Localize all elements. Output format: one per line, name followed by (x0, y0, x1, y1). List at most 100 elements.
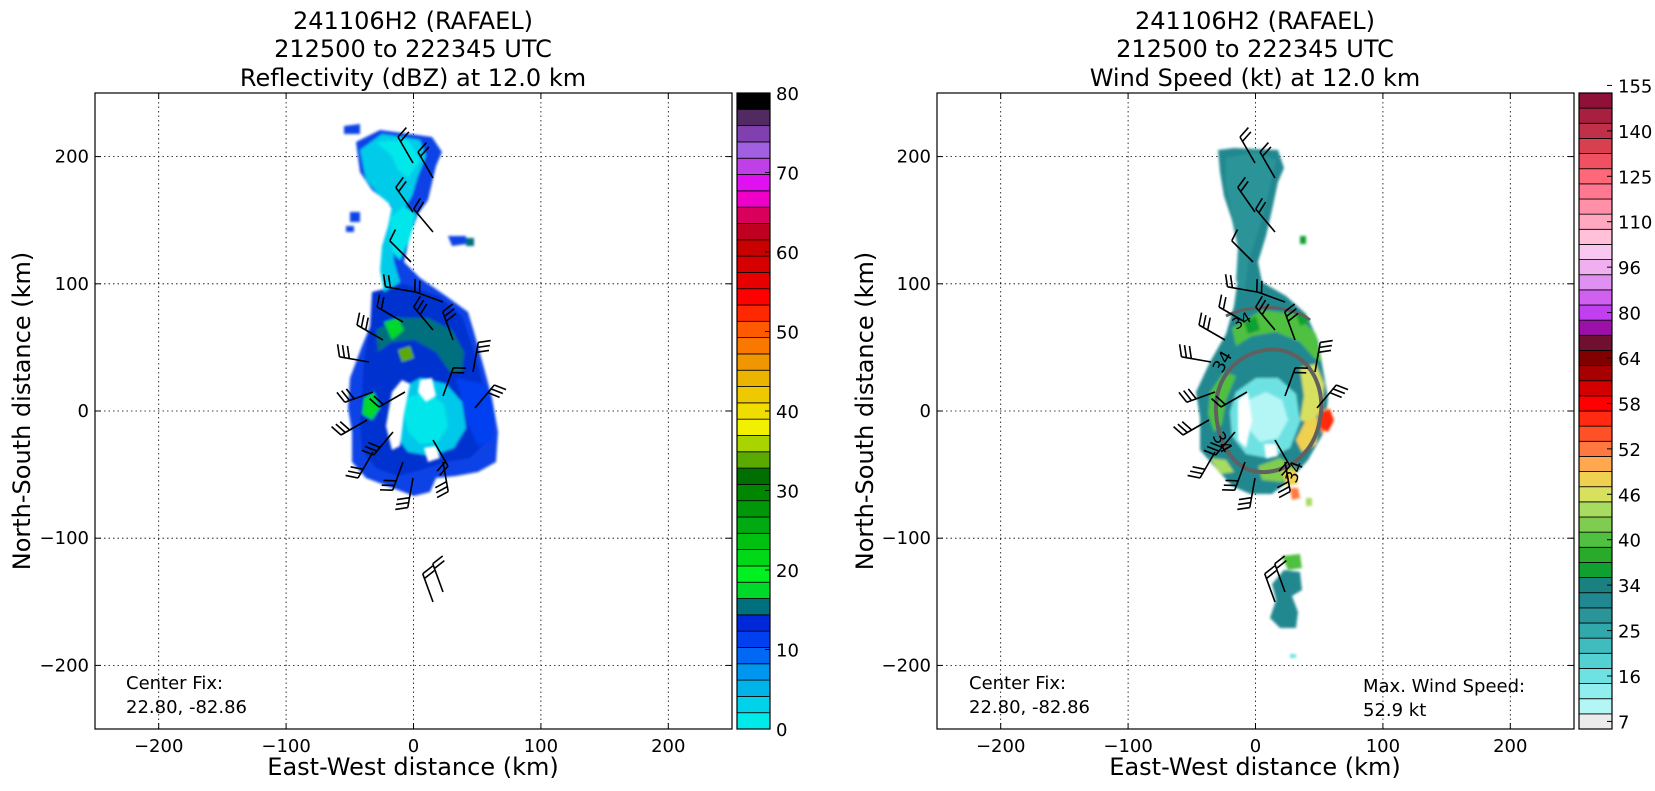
wind-wind-barb (1273, 555, 1287, 593)
reflectivity-colorbar-swatch (736, 532, 771, 551)
reflectivity-colorbar-swatch (736, 467, 771, 485)
reflectivity-wind-barb (376, 294, 404, 323)
wind-x-tick-label: 0 (1250, 736, 1261, 757)
wind-wind-barb (1239, 127, 1256, 164)
reflectivity-wind-barbs (331, 127, 507, 603)
wind-colorbar-swatch (1578, 138, 1613, 154)
reflectivity-y-tick-label: 200 (55, 147, 89, 168)
wind-wind-barb (1187, 451, 1216, 479)
reflectivity-x-tick-label: −100 (261, 736, 310, 757)
reflectivity-axis-ticks: −200 −100 0 100 200 −200 −100 0 100 200 (40, 93, 732, 757)
wind-colorbar-tick-label: 64 (1618, 349, 1641, 370)
wind-colorbar-swatch (1578, 228, 1613, 245)
reflectivity-wind-barb (395, 477, 414, 511)
reflectivity-colorbar-swatch (736, 304, 771, 322)
reflectivity-colorbar-swatch (736, 92, 771, 110)
wind-x-axis-label: East-West distance (km) (1109, 753, 1400, 781)
wind-colorbar-swatch (1578, 592, 1613, 609)
wind-colorbar-tick-label: 16 (1618, 667, 1641, 688)
reflectivity-wind-barb (345, 451, 374, 479)
reflectivity-title-line-2: 212500 to 222345 UTC (274, 35, 552, 63)
reflectivity-wind-barb (331, 419, 368, 436)
wind-colorbar-tick-label: 58 (1618, 394, 1641, 415)
wind-colorbar-swatch (1578, 501, 1613, 518)
reflectivity-colorbar-swatch (736, 337, 771, 355)
wind-title-line-3: Wind Speed (kt) at 12.0 km (1090, 64, 1421, 92)
reflectivity-colorbar-swatch (736, 369, 771, 387)
reflectivity-colorbar-swatch (736, 320, 771, 339)
wind-wind-barb (1211, 391, 1248, 408)
wind-colorbar-tick-label: 40 (1618, 531, 1641, 552)
wind-wind-barb (1231, 229, 1254, 263)
wind-x-tick-label: 200 (1493, 736, 1527, 757)
reflectivity-wind-barb (336, 344, 370, 363)
wind-wind-barb (1316, 384, 1349, 409)
reflectivity-wind-barb (380, 461, 404, 491)
reflectivity-field (344, 124, 498, 496)
wind-colorbar-tick-label: 52 (1618, 440, 1641, 461)
reflectivity-wind-barb (382, 274, 416, 293)
wind-wind-barb (1173, 419, 1210, 436)
reflectivity-wind-barb (472, 339, 491, 373)
reflectivity-wind-barb (389, 229, 412, 263)
wind-colorbar-swatch (1578, 289, 1613, 306)
wind-colorbar-tick-label: 7 (1618, 712, 1629, 733)
wind-colorbar-swatch (1578, 425, 1613, 442)
reflectivity-wind-barb (417, 142, 434, 179)
wind-wind-barb (1255, 295, 1276, 331)
wind-wind-barb (1259, 142, 1276, 179)
reflectivity-wind-barb (413, 295, 434, 331)
reflectivity-colorbar-swatch (736, 239, 771, 257)
reflectivity-colorbar-swatch (736, 712, 771, 730)
reflectivity-colorbar-swatch (736, 500, 771, 518)
reflectivity-wind-barb (474, 384, 507, 409)
reflectivity-colorbar-tick-label: 0 (776, 720, 787, 741)
wind-x-tick-label: 100 (1366, 736, 1400, 757)
wind-colorbar-swatch (1578, 562, 1613, 578)
reflectivity-colorbar-swatch (736, 451, 771, 469)
reflectivity-wind-barb (356, 312, 384, 341)
reflectivity-y-axis-label: North-South distance (km) (8, 252, 36, 571)
reflectivity-panel: 241106H2 (RAFAEL) 212500 to 222345 UTC R… (8, 7, 799, 781)
reflectivity-center-fix-label: Center Fix: (126, 673, 223, 694)
reflectivity-colorbar-swatch (736, 435, 771, 453)
reflectivity-x-tick-label: −200 (134, 736, 183, 757)
wind-colorbar-swatch (1578, 698, 1613, 715)
wind-wind-barb (1222, 461, 1246, 491)
reflectivity-title-line-1: 241106H2 (RAFAEL) (293, 7, 533, 35)
wind-y-axis-label: North-South distance (km) (851, 252, 879, 571)
reflectivity-x-tick-label: 0 (408, 736, 419, 757)
wind-colorbar-swatch (1578, 274, 1613, 291)
reflectivity-x-axis-label: East-West distance (km) (267, 753, 558, 781)
wind-wind-barb (1237, 477, 1256, 511)
wind-title-line-2: 212500 to 222345 UTC (1116, 35, 1394, 63)
wind-center-fix-label: Center Fix: (969, 673, 1066, 694)
wind-colorbar-swatch (1578, 652, 1613, 669)
reflectivity-wind-barb (434, 461, 449, 499)
wind-speed-panel: 241106H2 (RAFAEL) 212500 to 222345 UTC W… (851, 7, 1652, 781)
wind-colorbar-swatch (1578, 365, 1613, 382)
reflectivity-colorbar-swatch (736, 516, 771, 534)
max-wind-speed-label: Max. Wind Speed: (1363, 676, 1525, 697)
reflectivity-colorbar-swatch (736, 565, 771, 583)
wind-colorbar-tick-label: 155 (1618, 76, 1652, 97)
reflectivity-wind-barb (414, 279, 444, 303)
wind-y-tick-label: −200 (882, 655, 931, 676)
wind-colorbar-tick-label: 96 (1618, 258, 1641, 279)
wind-wind-barb (1237, 176, 1256, 213)
reflectivity-colorbar-swatch (736, 141, 771, 159)
reflectivity-colorbar-swatch (736, 353, 771, 371)
reflectivity-wind-barb (441, 303, 457, 341)
wind-colorbar-swatch (1578, 471, 1613, 488)
max-wind-speed-value: 52.9 kt (1363, 700, 1426, 721)
reflectivity-colorbar-swatch (736, 598, 771, 616)
reflectivity-wind-barb (397, 127, 414, 164)
reflectivity-wind-barb (336, 388, 374, 404)
reflectivity-colorbar-swatch (736, 206, 771, 224)
reflectivity-colorbar-tick-label: 70 (776, 164, 799, 185)
reflectivity-colorbar-swatch (736, 125, 771, 143)
wind-colorbar-swatch (1578, 546, 1613, 563)
reflectivity-colorbar-swatch (736, 271, 771, 290)
wind-colorbar-swatch (1578, 380, 1613, 397)
